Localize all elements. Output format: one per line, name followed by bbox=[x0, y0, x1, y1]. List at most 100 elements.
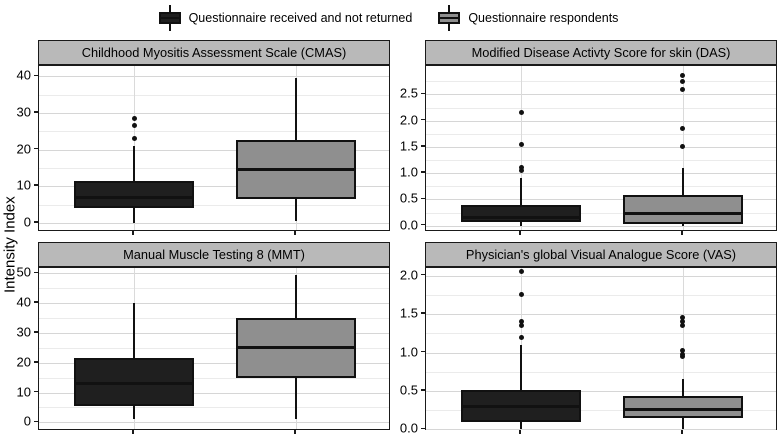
panel-title: Modified Disease Activty Score for skin … bbox=[471, 45, 731, 60]
boxplot-box bbox=[74, 180, 195, 209]
boxplot-box bbox=[622, 396, 743, 418]
panel-title: Physician's global Visual Analogue Score… bbox=[465, 247, 737, 262]
x-tick-mark bbox=[132, 231, 134, 235]
boxplot-box bbox=[622, 195, 743, 225]
gridline-major bbox=[39, 113, 389, 114]
gridline-minor bbox=[39, 205, 389, 206]
legend-label: Questionnaire respondents bbox=[468, 11, 619, 25]
lower-whisker bbox=[520, 421, 523, 430]
boxplot-glyph-black-icon bbox=[158, 5, 181, 31]
y-tick-label: 50 bbox=[16, 264, 31, 280]
outlier-dot bbox=[680, 347, 686, 353]
y-tick-mark bbox=[421, 171, 425, 173]
outlier-dot bbox=[518, 323, 524, 329]
gridline-major bbox=[39, 363, 389, 364]
gridline-major bbox=[426, 429, 776, 430]
y-tick-label: 2.5 bbox=[399, 85, 418, 101]
y-tick-mark bbox=[421, 92, 425, 95]
panel-strip: Manual Muscle Testing 8 (MMT) bbox=[38, 242, 390, 267]
gridline-minor bbox=[426, 81, 776, 82]
outlier-dot bbox=[131, 115, 137, 121]
legend: Questionnaire received and not returned … bbox=[0, 2, 777, 34]
y-tick-label: 20 bbox=[16, 354, 31, 370]
panel-title: Manual Muscle Testing 8 (MMT) bbox=[123, 247, 305, 262]
panel-plot bbox=[425, 267, 777, 430]
y-tick-mark bbox=[34, 420, 38, 423]
gridline-major bbox=[39, 223, 389, 224]
glyph-box bbox=[158, 12, 181, 24]
gridline-minor bbox=[39, 131, 389, 132]
outlier-dot bbox=[680, 315, 686, 321]
median-line bbox=[74, 195, 195, 199]
y-tick-mark bbox=[34, 221, 38, 223]
y-tick-label: 30 bbox=[16, 324, 31, 340]
gridline-major bbox=[426, 314, 776, 315]
outlier-dot bbox=[131, 123, 137, 129]
gridline-vertical bbox=[521, 66, 522, 230]
glyph-median bbox=[440, 17, 459, 19]
gridline-major bbox=[39, 393, 389, 394]
lower-whisker bbox=[294, 199, 297, 221]
x-tick-mark bbox=[294, 430, 296, 434]
panel-strip: Modified Disease Activty Score for skin … bbox=[425, 40, 777, 65]
outlier-dot bbox=[518, 334, 524, 340]
median-line bbox=[235, 346, 356, 350]
lower-whisker bbox=[294, 377, 297, 420]
outlier-dot bbox=[680, 86, 686, 92]
upper-whisker bbox=[294, 274, 297, 319]
gridline-minor bbox=[426, 134, 776, 135]
y-tick-mark bbox=[421, 223, 425, 226]
x-tick-mark bbox=[132, 430, 134, 434]
x-tick-mark bbox=[681, 430, 683, 434]
y-tick-label: 0.0 bbox=[399, 420, 418, 436]
y-tick-label: 10 bbox=[16, 177, 31, 193]
gridline-major bbox=[39, 422, 389, 423]
y-tick-label: 0 bbox=[23, 413, 31, 429]
outlier-dot bbox=[680, 78, 686, 84]
upper-whisker bbox=[520, 344, 523, 391]
y-tick-mark bbox=[34, 390, 38, 393]
gridline-minor bbox=[426, 213, 776, 214]
upper-whisker bbox=[133, 145, 136, 181]
y-tick-label: 1.0 bbox=[399, 164, 418, 180]
y-tick-mark bbox=[34, 111, 38, 113]
gridline-major bbox=[426, 121, 776, 122]
gridline-minor bbox=[39, 95, 389, 96]
gridline-minor bbox=[426, 372, 776, 373]
median-line bbox=[461, 215, 582, 219]
y-tick-mark bbox=[421, 145, 425, 147]
outlier-dot bbox=[680, 73, 686, 79]
panel-plot bbox=[38, 267, 390, 430]
median-line bbox=[74, 382, 195, 386]
upper-whisker bbox=[294, 78, 297, 141]
lower-whisker bbox=[520, 222, 523, 226]
lower-whisker bbox=[681, 417, 684, 430]
upper-whisker bbox=[681, 167, 684, 196]
y-tick-mark bbox=[421, 273, 425, 276]
panel-strip: Physician's global Visual Analogue Score… bbox=[425, 242, 777, 267]
y-tick-label: 0.5 bbox=[399, 382, 418, 398]
gridline-minor bbox=[426, 410, 776, 411]
y-tick-label: 40 bbox=[16, 294, 31, 310]
outlier-dot bbox=[680, 352, 686, 358]
upper-whisker bbox=[520, 178, 523, 205]
y-tick-mark bbox=[34, 147, 38, 150]
outlier-dot bbox=[680, 323, 686, 329]
y-tick-label: 2.0 bbox=[399, 112, 418, 128]
legend-item-respondents: Questionnaire respondents bbox=[438, 5, 618, 31]
lower-whisker bbox=[681, 224, 684, 226]
y-tick-mark bbox=[421, 197, 425, 200]
outlier-dot bbox=[131, 136, 137, 142]
glyph-median bbox=[160, 17, 179, 19]
gridline-major bbox=[39, 333, 389, 334]
gridline-major bbox=[426, 199, 776, 200]
gridline-minor bbox=[39, 288, 389, 289]
outlier-dot bbox=[518, 319, 524, 325]
gridline-minor bbox=[39, 348, 389, 349]
gridline-minor bbox=[39, 168, 389, 169]
panel-strip: Childhood Myositis Assessment Scale (CMA… bbox=[38, 40, 390, 65]
panel-title: Childhood Myositis Assessment Scale (CMA… bbox=[81, 45, 347, 60]
y-tick-label: 2.0 bbox=[399, 267, 418, 283]
x-tick-mark bbox=[681, 231, 683, 235]
